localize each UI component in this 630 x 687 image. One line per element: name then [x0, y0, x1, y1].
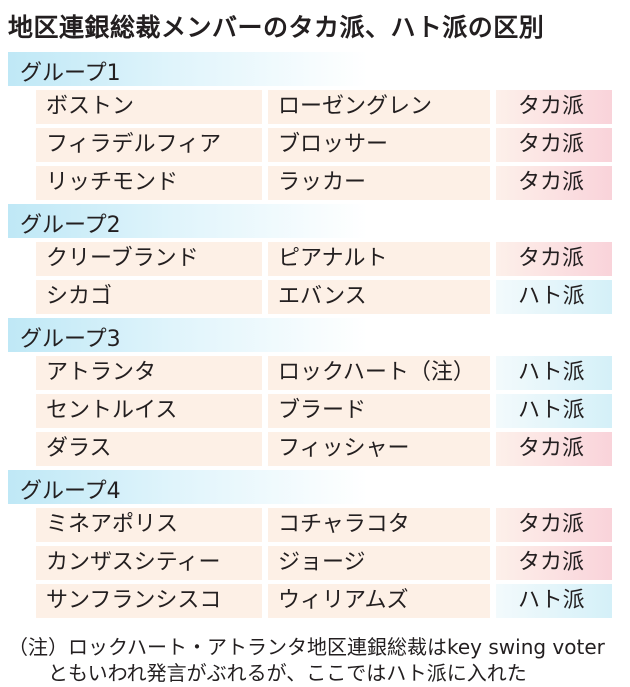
bank-city-cell: ダラス — [36, 432, 262, 466]
stance-badge: タカ派 — [496, 242, 612, 276]
stance-badge: タカ派 — [496, 546, 612, 580]
group-header: グループ3 — [8, 318, 368, 352]
president-name-cell: エバンス — [268, 280, 490, 314]
group-label: グループ4 — [20, 479, 121, 504]
stance-badge: タカ派 — [496, 432, 612, 466]
stance-badge: タカ派 — [496, 90, 612, 124]
bank-city-cell: カンザスシティー — [36, 546, 262, 580]
president-name-cell: ラッカー — [268, 166, 490, 200]
bank-city-cell: ミネアポリス — [36, 508, 262, 542]
president-name-cell: ブロッサー — [268, 128, 490, 162]
group-header: グループ1 — [8, 52, 368, 86]
bank-city-cell: フィラデルフィア — [36, 128, 262, 162]
page-title: 地区連銀総裁メンバーのタカ派、ハト派の区別 — [8, 13, 545, 42]
president-name-cell: ロックハート（注） — [268, 356, 490, 390]
stance-badge: ハト派 — [496, 280, 612, 314]
bank-city-cell: リッチモンド — [36, 166, 262, 200]
stance-badge: ハト派 — [496, 356, 612, 390]
bank-city-cell: サンフランシスコ — [36, 584, 262, 618]
president-name-cell: ウィリアムズ — [268, 584, 490, 618]
group-header: グループ4 — [8, 470, 368, 504]
group-header: グループ2 — [8, 204, 368, 238]
president-name-cell: ローゼングレン — [268, 90, 490, 124]
stance-badge: タカ派 — [496, 166, 612, 200]
bank-city-cell: アトランタ — [36, 356, 262, 390]
group-label: グループ3 — [20, 327, 121, 352]
stance-badge: タカ派 — [496, 508, 612, 542]
stance-badge: タカ派 — [496, 128, 612, 162]
bank-city-cell: セントルイス — [36, 394, 262, 428]
bank-city-cell: クリーブランド — [36, 242, 262, 276]
president-name-cell: コチャラコタ — [268, 508, 490, 542]
stance-badge: ハト派 — [496, 584, 612, 618]
bank-city-cell: シカゴ — [36, 280, 262, 314]
bank-city-cell: ボストン — [36, 90, 262, 124]
group-label: グループ2 — [20, 213, 121, 238]
footnote-line-2: ともいわれ発言がぶれるが、ここではハト派に入れた — [8, 661, 527, 685]
group-label: グループ1 — [20, 61, 121, 86]
president-name-cell: フィッシャー — [268, 432, 490, 466]
footnote-line-1: （注）ロックハート・アトランタ地区連銀総裁はkey swing voter — [8, 635, 605, 659]
president-name-cell: ブラード — [268, 394, 490, 428]
president-name-cell: ピアナルト — [268, 242, 490, 276]
stance-badge: ハト派 — [496, 394, 612, 428]
president-name-cell: ジョージ — [268, 546, 490, 580]
